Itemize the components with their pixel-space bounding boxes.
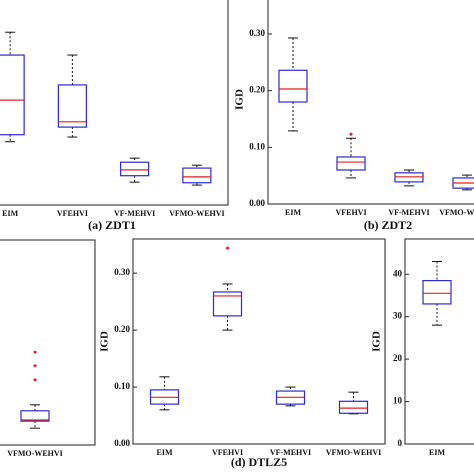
y-tick-label: 10: [393, 396, 403, 406]
outlier: [226, 246, 229, 250]
x-tick-label: EIM: [285, 208, 301, 217]
frame: [0, 239, 96, 446]
outlier: [349, 132, 353, 136]
box: [57, 84, 87, 128]
y-tick-label: 0.20: [249, 85, 265, 95]
box: [120, 161, 150, 177]
y-tick-label: 0.00: [249, 198, 265, 208]
x-tick-label: VF-MEHVI: [388, 208, 429, 217]
frame: [0, 0, 229, 206]
y-tick-label: 0: [398, 438, 403, 448]
x-tick-label: VF-MEHVI: [114, 209, 155, 218]
frame: [404, 238, 474, 445]
box: [338, 400, 369, 414]
frame: [132, 238, 386, 445]
box: [0, 54, 25, 136]
box: [182, 167, 212, 184]
y-tick-label: 0.20: [114, 324, 130, 334]
y-tick-label: 0.30: [249, 28, 265, 38]
y-tick-label: 0.30: [114, 267, 130, 277]
box: [336, 156, 366, 171]
x-tick-label: VFEHVI: [57, 209, 88, 218]
x-tick-label: VFMO-WEHVI: [169, 209, 225, 218]
box: [20, 410, 50, 422]
y-axis-label: IGD: [234, 89, 246, 110]
x-tick-label: EIM: [157, 448, 173, 457]
box: [212, 291, 243, 317]
panel-caption: (d) DTLZ5: [231, 455, 287, 469]
x-tick-label: VFMO-WEHVI: [326, 448, 382, 457]
x-tick-label: EIM: [2, 209, 18, 218]
x-tick-label: VFEHVI: [212, 448, 243, 457]
x-tick-label: VF-MEHVI: [270, 448, 311, 457]
x-tick-label: VFMO-WEHVI: [439, 208, 474, 217]
outlier: [33, 364, 37, 368]
y-tick-label: 40: [393, 268, 403, 278]
x-tick-label: VFMO-WEHVI: [7, 449, 63, 458]
box: [278, 69, 308, 103]
y-tick-label: 0.00: [114, 438, 130, 448]
y-tick-label: 0.10: [249, 141, 265, 151]
y-tick-label: 30: [393, 311, 403, 321]
x-tick-label: EIM: [429, 448, 445, 457]
frame: [267, 0, 474, 205]
box: [422, 279, 452, 305]
panel-caption: (b) ZDT2: [364, 218, 412, 232]
outlier: [33, 378, 37, 382]
outlier: [33, 350, 37, 354]
y-tick-label: 0.10: [114, 381, 130, 391]
y-axis-label: IGD: [99, 331, 111, 352]
y-tick-label: 20: [393, 353, 403, 363]
panel-caption: (a) ZDT1: [88, 218, 136, 232]
x-tick-label: VFEHVI: [335, 208, 366, 217]
y-axis-label: IGD: [371, 331, 383, 352]
